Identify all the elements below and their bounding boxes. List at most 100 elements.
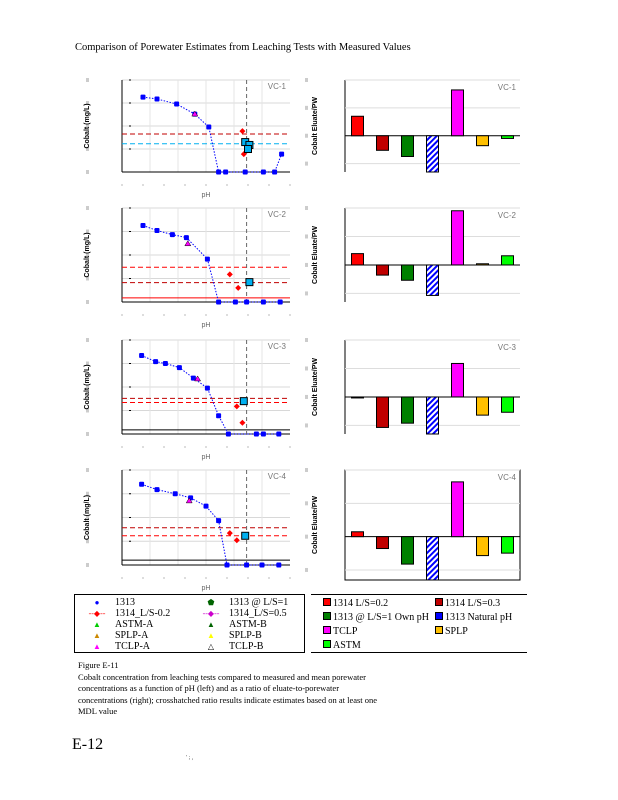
legend-item: ▲ SPLP-A [79,630,148,642]
series-line [142,96,283,173]
y-tick [305,423,308,428]
y-tick [86,408,89,413]
y-axis-label: Cobalt Eluate/PW [312,496,319,554]
data-point [216,299,222,305]
data-point [244,299,250,305]
data-point [216,169,222,175]
legend-swatch [323,612,331,620]
bar [451,481,464,538]
legend-swatch [323,626,331,634]
legend-label: ASTM [333,640,361,651]
legend-label: 1314 L/S=0.2 [333,598,389,609]
chart-bar-vc-2: VC-2 Cobalt Eluate/PW [305,206,520,302]
series-line [141,483,279,566]
data-point [162,361,168,366]
bar [501,255,514,266]
y-tick [305,534,308,539]
y-tick [86,206,89,210]
chart-scatter-vc-4: VC-4 Cobalt (mg/L) pH [84,468,291,592]
legend-item: ⬟ 1313 @ L/S=1 [193,597,289,609]
bar [501,536,514,554]
x-axis-label: pH [202,454,211,461]
x-axis-label: pH [202,585,211,592]
legend-item: ● 1313 [79,597,135,609]
y-tick [86,515,89,520]
legend-item: SPLP [435,626,468,638]
data-point [206,124,212,130]
legend-marker-icon: ▲ [93,642,101,651]
y-tick [86,229,89,234]
bar [351,396,364,399]
bar [351,115,364,137]
legend-marker-icon: △ [207,642,215,651]
data-point [183,235,189,241]
data-point [235,284,242,291]
data-point [176,365,182,371]
data-point [241,531,250,540]
legend-label: TCLP-B [229,641,264,652]
legend-item: ▲ ASTM-B [193,619,267,631]
bar [426,536,439,581]
legend-swatch [323,598,331,606]
data-point [232,299,238,305]
data-point [244,145,252,153]
data-point [233,537,240,544]
series-line [142,225,281,303]
y-tick [86,468,89,472]
bar [501,396,514,413]
bar [476,536,489,557]
y-tick [305,78,308,82]
y-axis-label: Cobalt Eluate/PW [312,226,319,284]
y-tick [305,105,308,110]
bar [376,264,389,276]
data-point [253,431,259,437]
y-tick [86,78,89,82]
data-point [185,497,193,504]
data-point [169,232,175,238]
data-point [184,240,192,247]
y-axis-label: Cobalt Eluate/PW [312,358,319,416]
legend-item: --◆-- 1314_L/S=0.5 [193,608,287,620]
legend-label: 1313 @ L/S=1 Own pH [333,612,429,623]
y-tick [86,101,89,105]
legend-item: 1314 L/S=0.3 [435,598,500,610]
legend-marker-icon: ⬟ [207,598,215,607]
legend-label: TCLP [333,626,358,637]
series-line [141,354,279,435]
bar [426,396,439,435]
legend-item: △ TCLP-B [193,641,264,653]
bar [451,89,464,137]
y-tick [86,432,89,436]
data-point [260,169,266,175]
bar [426,264,439,296]
figure-number: Figure E-11 [78,660,119,670]
bar [351,253,364,266]
bar [376,536,389,550]
y-tick [305,366,308,371]
data-point [279,151,285,157]
y-tick [86,147,89,151]
legend-right: 1314 L/S=0.2 1314 L/S=0.3 1313 @ L/S=1 Own… [311,594,527,653]
y-tick [305,161,308,166]
figure-caption: Figure E-11 Cobalt concentration from le… [78,660,378,718]
legend-swatch [435,598,443,606]
y-tick [86,539,89,544]
y-tick [86,253,89,257]
y-tick [86,124,89,128]
data-point [272,169,278,175]
chart-scatter-vc-2: VC-2 Cobalt (mg/L) pH [84,206,291,329]
y-axis-label: Cobalt (mg/L) [84,495,91,540]
y-tick [305,262,308,267]
page-title: Comparison of Porewater Estimates from L… [75,42,411,53]
y-tick [305,234,308,239]
y-axis-label: Cobalt Eluate/PW [312,97,319,155]
panel-label: VC-4 [498,473,517,482]
bar [401,264,414,281]
legend-label: 1313 Natural pH [445,612,513,623]
data-point [140,223,146,229]
legend-marker-icon: ▲ [207,631,215,640]
y-tick [305,468,308,472]
y-axis-label: Cobalt (mg/L) [84,232,91,277]
data-point [226,271,233,278]
